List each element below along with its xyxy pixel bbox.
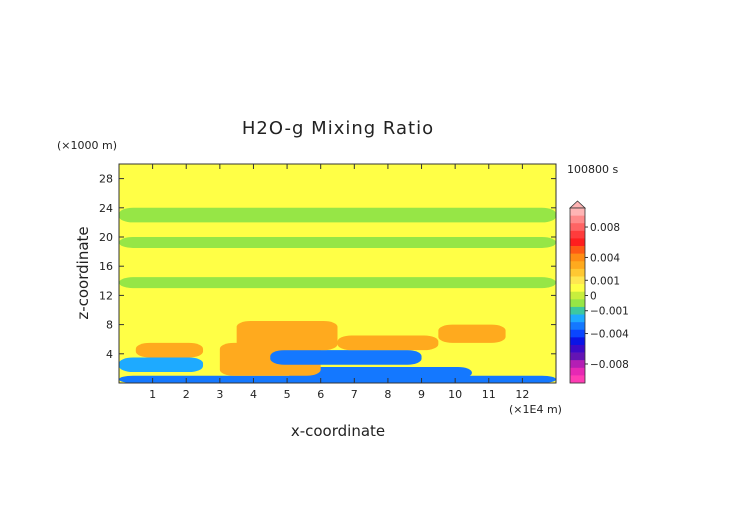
y-unit-label: (×1000 m) xyxy=(57,139,117,152)
field-band-6 xyxy=(236,320,338,351)
field-band-12 xyxy=(119,237,556,248)
y-tick-label-24: 24 xyxy=(99,202,113,215)
field-band-9 xyxy=(119,291,556,318)
colorbar-swatch-11 xyxy=(570,291,585,300)
colorbar-swatch-0 xyxy=(570,208,585,216)
colorbar-cap xyxy=(568,200,587,209)
colorbar: 0.008 0.004 0.001 0 −0.001 −0.004 −0.008 xyxy=(568,200,629,384)
colorbar-swatch-2 xyxy=(570,223,585,232)
colorbar-swatch-20 xyxy=(570,360,585,369)
x-axis-ticks: 1 2 3 4 5 6 7 8 9 10 11 12 xyxy=(149,164,529,401)
x-tick-label-6: 6 xyxy=(317,388,324,401)
colorbar-swatch-13 xyxy=(570,306,585,315)
y-tick-label-12: 12 xyxy=(99,289,113,302)
x-tick-label-9: 9 xyxy=(418,388,425,401)
colorbar-tick-label-5: −0.004 xyxy=(590,329,629,341)
y-tick-label-4: 4 xyxy=(106,348,113,361)
colorbar-swatch-18 xyxy=(570,344,585,353)
field-band-10 xyxy=(119,277,556,289)
x-tick-label-5: 5 xyxy=(284,388,291,401)
y-tick-label-28: 28 xyxy=(99,173,113,186)
x-tick-label-2: 2 xyxy=(183,388,190,401)
colorbar-swatch-21 xyxy=(570,367,585,376)
colorbar-swatch-7 xyxy=(570,261,585,270)
colorbar-swatch-17 xyxy=(570,337,585,346)
field-band-14 xyxy=(119,207,556,223)
x-tick-label-8: 8 xyxy=(384,388,391,401)
colorbar-swatch-10 xyxy=(570,284,585,292)
x-tick-label-1: 1 xyxy=(149,388,156,401)
field-band-5 xyxy=(135,342,204,358)
x-unit-label: (×1E4 m) xyxy=(509,403,562,416)
y-tick-label-16: 16 xyxy=(99,260,113,273)
plot-frame xyxy=(118,163,557,384)
field-band-1 xyxy=(287,366,472,379)
y-tick-label-20: 20 xyxy=(99,231,113,244)
colorbar-swatch-4 xyxy=(570,238,585,247)
y-axis-label: z-coordinate xyxy=(74,226,92,319)
field-band-8 xyxy=(438,324,506,343)
colorbar-swatch-15 xyxy=(570,322,585,331)
colorbar-swatch-6 xyxy=(570,253,585,262)
x-tick-label-11: 11 xyxy=(482,388,496,401)
colorbar-swatch-3 xyxy=(570,230,585,239)
colorbar-tick-label-2: 0.001 xyxy=(590,275,620,287)
colorbar-tick-label-0: 0.008 xyxy=(590,222,620,234)
colorbar-swatch-5 xyxy=(570,246,585,254)
x-axis-label: x-coordinate xyxy=(291,422,385,440)
y-axis-ticks: 4 8 12 16 20 24 28 xyxy=(99,173,556,361)
colorbar-swatch-19 xyxy=(570,352,585,361)
colorbar-swatch-12 xyxy=(570,299,585,308)
colorbar-swatch-14 xyxy=(570,314,585,323)
colorbar-tick-label-3: 0 xyxy=(590,291,597,303)
x-tick-label-7: 7 xyxy=(351,388,358,401)
field-band-2 xyxy=(119,357,204,373)
plot-area xyxy=(119,164,556,383)
colorbar-tick-label-1: 0.004 xyxy=(590,252,620,264)
chart-title: H2O-g Mixing Ratio xyxy=(242,118,434,139)
y-tick-label-8: 8 xyxy=(106,319,113,332)
field-band-15 xyxy=(119,178,556,201)
x-tick-label-3: 3 xyxy=(216,388,223,401)
colorbar-swatch-1 xyxy=(570,215,585,224)
field-band-11 xyxy=(119,251,556,267)
field-band-7 xyxy=(337,335,439,351)
x-tick-label-4: 4 xyxy=(250,388,257,401)
colorbar-tick-label-6: −0.008 xyxy=(590,359,629,371)
colorbar-swatch-16 xyxy=(570,329,585,338)
colorbar-swatch-8 xyxy=(570,268,585,277)
colorbar-tick-label-4: −0.001 xyxy=(590,306,629,318)
x-tick-label-10: 10 xyxy=(448,388,462,401)
field-band-4 xyxy=(270,350,422,365)
colorbar-swatch-22 xyxy=(570,375,585,384)
colorbar-swatch-9 xyxy=(570,276,585,285)
field-band-13 xyxy=(119,229,556,234)
time-label: 100800 s xyxy=(567,163,618,176)
x-tick-label-12: 12 xyxy=(515,388,529,401)
